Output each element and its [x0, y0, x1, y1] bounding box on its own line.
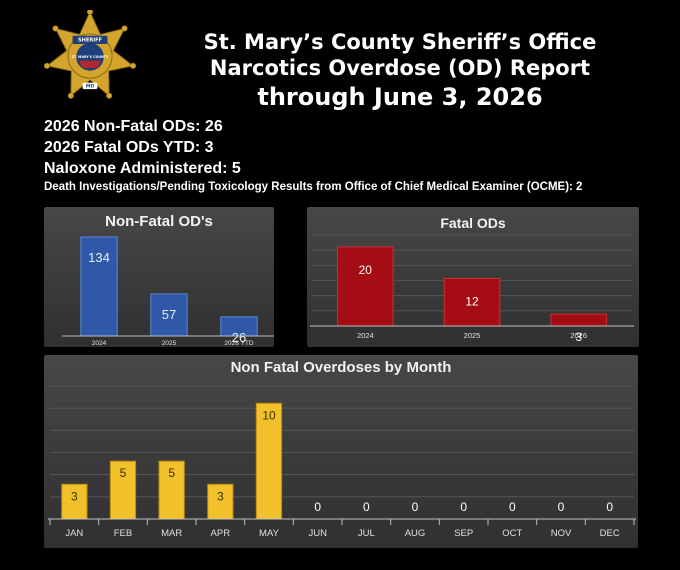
- data-label: 0: [412, 500, 419, 514]
- chart-title: Non-Fatal OD's: [105, 213, 213, 230]
- bar-2026: [550, 313, 607, 327]
- x-tick-label: 2026: [570, 331, 587, 340]
- data-label: 0: [509, 500, 516, 514]
- data-label: 3: [217, 489, 224, 503]
- chart-nonfatal-ods: 134 2024 57 2025 26 2026 YTD Non-Fatal OD's: [44, 207, 274, 347]
- x-tick-label: NOV: [551, 528, 572, 539]
- data-label: 26: [232, 330, 246, 345]
- stat-nonfatal-ods: 2026 Non-Fatal ODs: 26: [44, 118, 223, 135]
- badge-text-top: SHERIFF: [78, 37, 103, 43]
- x-tick-label: FEB: [114, 528, 132, 539]
- stat-naloxone-administered: Naloxone Administered: 5: [44, 160, 241, 177]
- report-title-line1: St. Mary’s County Sheriff’s Office: [203, 30, 597, 54]
- data-label: 0: [558, 500, 565, 514]
- data-label: 3: [575, 330, 582, 344]
- stat-death-investigations: Death Investigations/Pending Toxicology …: [44, 181, 583, 193]
- chart-title: Fatal ODs: [440, 215, 506, 231]
- chart-nonfatal-by-month: 3 JAN 5 FEB 5 MAR 3 APR 10 MAY 0 JUN 0 JUL 0 AUG 0 SEP 0 OC…: [44, 355, 638, 548]
- bar-feb: [109, 460, 137, 520]
- data-label: 12: [465, 295, 479, 309]
- badge-star-tip: [121, 25, 128, 32]
- badge-text-center: ST. MARY'S COUNTY: [72, 55, 110, 59]
- chart-fatal-ods: 20 2024 12 2025 3 2026 Fatal ODs: [307, 207, 639, 347]
- report-date-line: through June 3, 2026: [257, 83, 543, 111]
- sheriff-star-badge-icon: SHERIFF ST. MARY'S COUNTY MD: [44, 10, 136, 99]
- data-label: 0: [460, 500, 467, 514]
- badge-text-bottom: MD: [86, 83, 95, 89]
- x-tick-label: SEP: [454, 528, 473, 539]
- chart-nonfatal-by-month-svg: 3 JAN 5 FEB 5 MAR 3 APR 10 MAY 0 JUN 0 JUL 0 AUG 0 SEP 0 OC…: [48, 385, 636, 539]
- x-tick-label: DEC: [600, 528, 620, 539]
- badge-star-tip: [67, 92, 74, 99]
- bar-may: [255, 402, 283, 520]
- x-tick-label: 2025: [464, 331, 481, 340]
- data-label: 0: [606, 500, 613, 514]
- badge-star-tip: [52, 25, 59, 32]
- bar-mar: [158, 460, 185, 520]
- data-label: 10: [262, 408, 276, 422]
- x-tick-label: MAR: [161, 528, 182, 539]
- data-label: 5: [168, 466, 175, 480]
- x-tick-label: 2026 YTD: [224, 340, 253, 347]
- data-label: 134: [88, 250, 110, 265]
- data-label: 20: [359, 263, 373, 277]
- badge-bottom-plate: [82, 82, 98, 90]
- data-label: 0: [363, 500, 370, 514]
- report-title-line2: Narcotics Overdose (OD) Report: [209, 56, 591, 80]
- data-label: 57: [162, 307, 176, 322]
- x-tick-label: 2025: [162, 340, 177, 347]
- bar-2025: [150, 293, 188, 337]
- badge-star-tip: [86, 10, 94, 15]
- bar-apr: [207, 483, 234, 520]
- x-tick-label: 2024: [357, 331, 374, 340]
- badge-star-tip: [130, 62, 136, 69]
- badge-star-tip: [44, 62, 50, 69]
- bar-jan: [61, 483, 88, 520]
- x-tick-label: JUL: [358, 528, 375, 539]
- data-label: 0: [314, 500, 321, 514]
- chart-title: Non Fatal Overdoses by Month: [230, 359, 452, 376]
- stat-fatal-ods-ytd: 2026 Fatal ODs YTD: 3: [44, 139, 214, 156]
- x-tick-label: 2024: [92, 340, 107, 347]
- x-tick-label: AUG: [405, 528, 426, 539]
- x-tick-label: JAN: [65, 528, 83, 539]
- badge-top-banner: [72, 35, 108, 45]
- bar-2024: [80, 236, 118, 337]
- bar-2024: [337, 246, 394, 327]
- x-tick-label: MAY: [259, 528, 280, 539]
- x-tick-label: JUN: [308, 528, 327, 539]
- badge-star-tip: [106, 92, 113, 99]
- x-tick-label: OCT: [502, 528, 522, 539]
- x-tick-label: APR: [211, 528, 231, 539]
- data-label: 3: [71, 489, 78, 503]
- data-label: 5: [120, 466, 127, 480]
- badge-seal-shield: [78, 60, 102, 68]
